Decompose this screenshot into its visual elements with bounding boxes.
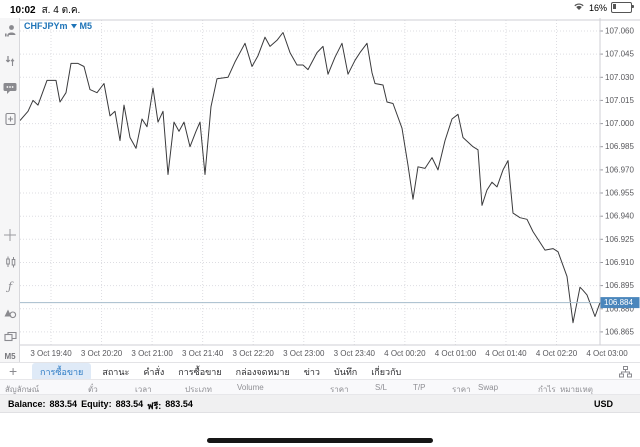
free-margin-label: ฟรี: (147, 401, 162, 411)
chart-type-icon[interactable] (0, 255, 20, 269)
y-axis-label: 106.865 (605, 327, 634, 336)
objects-icon[interactable] (0, 306, 20, 320)
col-price-open: ราคา (330, 385, 349, 394)
tab-journal[interactable]: บันทึก (333, 366, 358, 377)
status-time-date: 10:02 ส. 4 ต.ค. (10, 3, 80, 18)
col-comment: หมายเหตุ (560, 385, 593, 394)
y-axis-label: 107.015 (605, 96, 634, 105)
account-currency: USD (593, 399, 613, 409)
x-axis-label: 3 Oct 23:00 (283, 349, 325, 358)
add-button[interactable]: + (9, 363, 18, 379)
y-axis-label: 106.910 (605, 258, 634, 267)
col-ticket: ตั๋ว (88, 385, 98, 394)
x-axis-label: 4 Oct 03:00 (586, 349, 628, 358)
col-swap: Swap (478, 383, 499, 392)
y-axis-label: 106.895 (605, 281, 634, 290)
col-type: ประเภท (185, 385, 212, 394)
y-axis-label: 106.985 (605, 142, 634, 151)
equity-label: Equity: (81, 399, 112, 409)
x-axis-label: 4 Oct 02:20 (536, 349, 578, 358)
x-axis-label: 3 Oct 23:40 (334, 349, 376, 358)
chart-sidebar: ƒ M5 (0, 18, 20, 362)
col-sl: S/L (375, 383, 388, 392)
home-indicator[interactable] (207, 438, 433, 443)
tab-history[interactable]: การซื้อขาย (178, 366, 222, 377)
balance-bar: Balance: 883.54 Equity: 883.54 ฟรี: 883.… (0, 395, 640, 413)
tab-orders[interactable]: คำสั่ง (143, 366, 165, 377)
tab-trade[interactable]: การซื้อขาย (32, 362, 92, 381)
y-axis-label: 106.940 (605, 212, 634, 221)
balance-label: Balance: (8, 399, 46, 409)
symbol-name: CHFJPYm (24, 21, 68, 31)
battery-icon (611, 2, 634, 13)
col-profit: กำไร (538, 385, 556, 394)
chart-timeframe: M5 (79, 21, 93, 31)
col-price-current: ราคา (452, 385, 471, 394)
col-volume: Volume (237, 383, 264, 392)
orders-table-header: สัญลักษณ์ ตั๋ว เวลา ประเภท Volume ราคา S/L T/P ร… (0, 379, 640, 395)
crosshair-icon[interactable] (0, 228, 20, 242)
new-order-icon[interactable] (0, 112, 20, 126)
symbol-dropdown-icon (70, 21, 77, 31)
x-axis-label: 4 Oct 00:20 (384, 349, 426, 358)
balance-value: 883.54 (49, 399, 78, 409)
x-axis-label: 3 Oct 21:40 (182, 349, 224, 358)
indicators-icon[interactable]: ƒ (7, 280, 13, 293)
x-axis-label: 4 Oct 01:00 (435, 349, 477, 358)
y-axis-label: 106.880 (605, 304, 634, 313)
battery-percent: 16% (588, 2, 607, 13)
y-axis-label: 107.000 (605, 119, 634, 128)
price-chart[interactable]: 107.060 107.045 107.030 107.015 107.000 106.9… (20, 18, 640, 362)
clock: 10:02 (10, 5, 36, 16)
windows-icon[interactable] (0, 331, 20, 345)
bottom-tab-bar: + การซื้อขาย สถานะ คำสั่ง การซื้อขาย กล่องจด… (0, 362, 640, 381)
x-axis-label: 3 Oct 21:00 (131, 349, 173, 358)
wifi-icon (573, 2, 585, 13)
price-line-series (20, 32, 601, 324)
x-axis-label: 3 Oct 22:20 (233, 349, 275, 358)
account-icon[interactable] (0, 24, 20, 38)
trade-arrows-icon[interactable] (0, 54, 20, 68)
window-layout-icon[interactable] (619, 365, 632, 383)
current-price-badge (600, 297, 640, 309)
col-time: เวลา (135, 385, 152, 394)
current-price-value: 106.884 (604, 298, 633, 307)
status-bar: 10:02 ส. 4 ต.ค. 16% (0, 0, 640, 18)
free-margin-value: 883.54 (165, 399, 193, 409)
x-axis-label: 3 Oct 20:20 (81, 349, 123, 358)
col-symbol: สัญลักษณ์ (5, 385, 40, 394)
y-axis-label: 106.955 (605, 189, 634, 198)
y-axis-label: 106.925 (605, 235, 634, 244)
x-axis-label: 4 Oct 01:40 (485, 349, 527, 358)
tab-mailbox[interactable]: กล่องจดหมาย (235, 366, 290, 377)
tab-about[interactable]: เกี่ยวกับ (371, 366, 402, 377)
tab-list: การซื้อขาย สถานะ คำสั่ง การซื้อขาย กล่องจดหม… (32, 362, 404, 381)
timeframe-button[interactable]: M5 (4, 352, 16, 361)
col-tp: T/P (413, 383, 426, 392)
y-axis-label: 107.045 (605, 50, 634, 59)
y-axis-label: 106.970 (605, 165, 634, 174)
y-axis-label: 107.060 (605, 27, 634, 36)
x-axis-label: 3 Oct 19:40 (30, 349, 72, 358)
symbol-timeframe-label[interactable]: CHFJPYm M5 (24, 21, 92, 31)
y-axis-label: 107.030 (605, 73, 634, 82)
tab-positions[interactable]: สถานะ (102, 366, 130, 377)
chat-icon[interactable] (0, 82, 20, 96)
status-date: ส. 4 ต.ค. (41, 5, 81, 16)
tab-news[interactable]: ข่าว (303, 366, 320, 377)
equity-value: 883.54 (115, 399, 144, 409)
